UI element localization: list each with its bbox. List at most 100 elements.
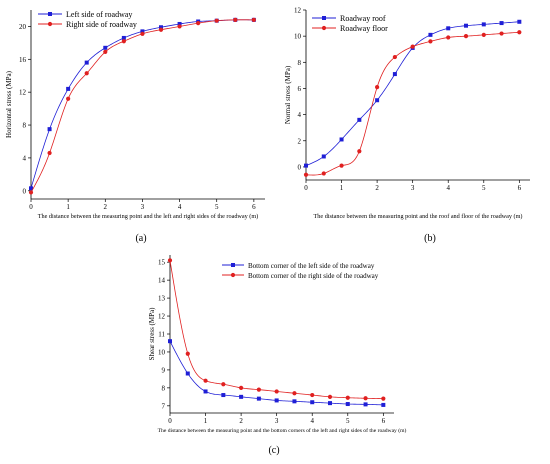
data-point (29, 186, 33, 191)
y-tick-label: 7 (162, 402, 166, 410)
legend-marker (48, 12, 52, 16)
x-tick-label: 1 (340, 184, 344, 192)
data-point (310, 392, 315, 398)
x-tick-label: 5 (346, 417, 350, 425)
series-1 (167, 258, 386, 401)
y-tick-label: 15 (158, 259, 166, 267)
data-point (66, 86, 71, 91)
series-0 (304, 19, 522, 168)
x-tick-label: 2 (104, 203, 108, 211)
data-point (159, 25, 163, 30)
data-point (47, 150, 52, 156)
data-point (481, 22, 486, 27)
data-point (381, 402, 386, 407)
legend-entry: Bottom corner of the right side of the r… (248, 272, 379, 280)
data-point (28, 190, 34, 195)
data-point (274, 389, 279, 394)
data-point (185, 371, 190, 376)
data-point (103, 45, 108, 50)
series-0 (29, 17, 256, 191)
y-tick-label: 0 (23, 187, 27, 195)
data-point (47, 127, 52, 132)
legend-entry: Right side of roadway (66, 20, 137, 29)
y-tick-label: 12 (19, 89, 27, 97)
y-tick-label: 4 (23, 154, 27, 162)
x-tick-label: 6 (382, 417, 386, 425)
x-tick-label: 3 (411, 184, 415, 192)
data-point (158, 27, 164, 32)
y-tick-label: 4 (298, 111, 302, 119)
data-point (292, 399, 297, 404)
data-point (357, 149, 362, 154)
data-point (481, 32, 486, 37)
x-tick-label: 6 (518, 184, 522, 192)
data-point (185, 351, 190, 356)
data-point (140, 31, 145, 36)
x-tick-label: 0 (29, 203, 33, 211)
data-point (121, 35, 126, 40)
x-tick-label: 4 (446, 184, 450, 192)
x-tick-label: 5 (215, 203, 219, 211)
data-point (203, 378, 208, 383)
data-point (167, 258, 173, 263)
data-point (345, 395, 350, 400)
data-point (239, 385, 244, 390)
y-tick-label: 20 (19, 23, 27, 31)
y-tick-label: 2 (298, 137, 302, 145)
data-point (392, 54, 397, 60)
data-point (339, 163, 344, 168)
data-point (121, 39, 126, 44)
x-axis-title: The distance between the measuring point… (314, 213, 523, 220)
legend-marker (230, 272, 236, 278)
data-point (327, 394, 333, 399)
data-point (303, 172, 309, 177)
panel-label: (c) (268, 445, 279, 456)
data-point (517, 30, 522, 35)
y-tick-label: 10 (158, 348, 166, 356)
y-axis-title: Shear stress (MPa) (148, 307, 156, 361)
data-point (214, 18, 219, 23)
data-point (239, 394, 244, 399)
series-1 (303, 30, 522, 177)
data-point (357, 117, 362, 122)
data-point (256, 387, 261, 392)
x-axis-title: The distance between the measuring point… (38, 213, 258, 220)
series-line (169, 341, 384, 406)
legend-marker (47, 21, 53, 27)
data-point (381, 396, 386, 401)
y-tick-label: 12 (294, 7, 302, 15)
series-line (30, 19, 254, 193)
legend: Bottom corner of the left side of the ro… (222, 262, 379, 280)
data-point (428, 39, 433, 44)
y-tick-label: 9 (162, 366, 166, 374)
data-point (233, 17, 238, 22)
data-point (103, 49, 108, 55)
y-tick-label: 6 (298, 85, 302, 93)
data-point (66, 96, 71, 101)
x-tick-label: 5 (482, 184, 486, 192)
data-point (517, 19, 522, 24)
data-point (274, 398, 279, 403)
data-point (168, 339, 172, 344)
data-point (446, 35, 451, 40)
data-point (140, 29, 145, 34)
data-point (251, 17, 256, 22)
data-point (499, 21, 504, 26)
data-point (463, 34, 469, 39)
data-point (428, 32, 433, 37)
x-tick-label: 1 (204, 417, 208, 425)
data-point (177, 21, 182, 26)
data-point (84, 60, 89, 65)
legend-entry: Left side of roadway (66, 10, 132, 19)
y-tick-label: 8 (23, 122, 27, 130)
data-point (221, 393, 226, 398)
panel-label: (a) (135, 233, 146, 244)
legend-entry: Bottom corner of the left side of the ro… (248, 262, 375, 270)
data-point (392, 72, 397, 77)
data-point (310, 400, 315, 405)
series-line (169, 260, 384, 400)
